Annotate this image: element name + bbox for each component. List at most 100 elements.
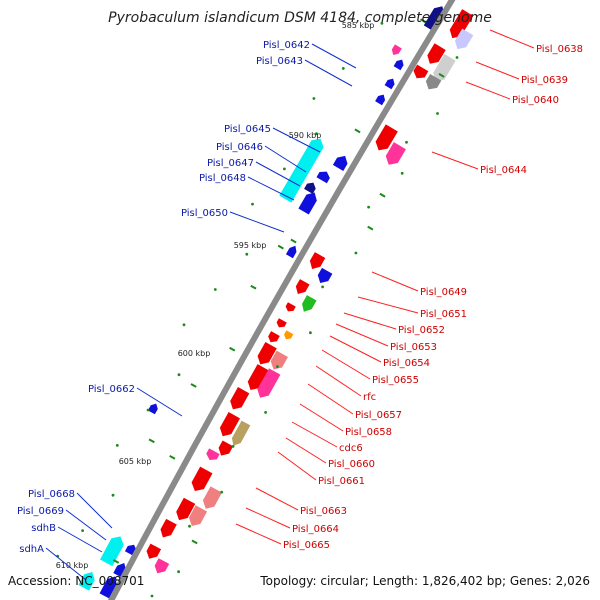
gene-label-left: Pisl_0668 (28, 489, 75, 500)
feature-dot (354, 251, 358, 255)
leader-line (277, 451, 317, 481)
gene-features (78, 6, 474, 599)
tick-label: 610 kbp (56, 561, 89, 570)
feature-dot (367, 205, 370, 209)
tick-mark (169, 454, 176, 460)
gene-pisl-0662 (147, 403, 158, 415)
gene-sdha-cyan (78, 571, 95, 591)
tick-label: 595 kbp (234, 241, 267, 250)
feature-dot (455, 56, 459, 59)
scale-ticks: 585 kbp 590 kbp 595 kbp 600 kbp 605 kbp 610 k… (56, 18, 459, 598)
leader-line (371, 271, 419, 292)
gene-labels: Pisl_0638 Pisl_0639 Pisl_0640 Pisl_0644 Pisl… (17, 40, 583, 555)
gene-label-left: sdhB (31, 523, 56, 534)
gene-label-right: Pisl_0639 (521, 75, 568, 86)
gene-pisl-0661 (191, 466, 213, 492)
gene-label-right: Pisl_0653 (390, 342, 437, 353)
gene-pisl-0643b (375, 94, 386, 106)
feature-dash (438, 73, 445, 78)
leader-line (57, 526, 103, 553)
gene-label-left: Pisl_0646 (216, 142, 263, 153)
leader-line (235, 523, 282, 545)
gene-label-right: Pisl_0649 (420, 287, 467, 298)
gene-pisl-0646 (279, 138, 324, 203)
gene-pisl-0650 (285, 245, 297, 259)
leader-line (291, 421, 338, 448)
gene-pisl-0658b (231, 420, 251, 446)
leader-line (465, 81, 511, 100)
gene-label-right: rfc (363, 392, 376, 403)
feature-dot (341, 67, 345, 70)
leader-line (335, 323, 389, 347)
gene-label-right: Pisl_0665 (283, 540, 330, 551)
gene-label-right: Pisl_0644 (480, 165, 527, 176)
gene-pisl-0665b (154, 558, 170, 574)
tick-label: 590 kbp (289, 131, 322, 140)
gene-label-right: Pisl_0640 (512, 95, 559, 106)
gene-pisl-0647 (316, 171, 330, 184)
feature-dot (220, 490, 224, 494)
feature-dot (177, 373, 181, 377)
gene-pisl-0638-navy (423, 6, 445, 32)
gene-pisl-0651b (302, 295, 317, 312)
gene-pisl-0661b (202, 486, 222, 509)
gene-pisl-0644b (385, 142, 406, 165)
gene-rfc-b (257, 368, 281, 398)
tick-mark (420, 18, 427, 24)
gene-label-right: Pisl_0652 (398, 325, 445, 336)
gene-cdc6 (218, 440, 234, 456)
gene-pisl-0638 (449, 9, 474, 39)
gene-label-left: Pisl_0669 (17, 506, 64, 517)
feature-dash (250, 284, 257, 290)
tick-mark (112, 559, 120, 564)
gene-label-right: Pisl_0661 (318, 476, 365, 487)
leader-line (343, 312, 397, 330)
genome-backbone (107, 0, 456, 600)
feature-dot (146, 408, 150, 412)
feature-dot (321, 285, 324, 289)
gene-pisl-0664 (160, 518, 177, 538)
tick-mark (229, 346, 236, 352)
feature-dot (188, 524, 191, 528)
gene-sdha (99, 576, 117, 599)
leader-line (272, 127, 321, 153)
gene-pisl-0651a (295, 279, 310, 294)
feature-dot (245, 252, 249, 256)
feature-dash (379, 192, 386, 198)
feature-dot (251, 202, 254, 206)
leader-line (247, 176, 295, 201)
gene-pisl-0648a (304, 182, 316, 194)
feature-dash (191, 539, 198, 545)
feature-dot (309, 331, 312, 335)
gene-label-left: Pisl_0643 (256, 56, 303, 67)
gene-pisl-0663 (176, 497, 196, 521)
gene-pisl-0663b (188, 505, 208, 526)
gene-pisl-0668 (100, 536, 124, 567)
gene-pisl-0658a (219, 412, 240, 437)
tick-mark (354, 128, 361, 134)
leader-line (475, 61, 520, 80)
feature-dot (276, 365, 279, 368)
gene-label-right: Pisl_0657 (355, 410, 402, 421)
feature-dot (315, 132, 318, 136)
feature-dot (81, 529, 84, 532)
leader-line (315, 365, 362, 397)
leader-line (321, 349, 371, 380)
leader-line (357, 296, 419, 314)
leader-line (255, 487, 299, 511)
gene-pisl-0648b (298, 192, 317, 215)
feature-dot (177, 570, 181, 574)
leader-line (304, 59, 353, 87)
gene-pisl-0654 (268, 331, 280, 343)
summary-text: Topology: circular; Length: 1,826,402 bp… (259, 574, 590, 588)
gene-pisl-0655b (270, 350, 288, 370)
leader-line (136, 387, 183, 417)
feature-dash (190, 383, 197, 388)
leader-line (264, 145, 307, 173)
gene-label-left: Pisl_0662 (88, 384, 135, 395)
leader-line (245, 507, 291, 529)
gene-pisl-0665 (146, 543, 162, 559)
leader-line (311, 43, 357, 69)
gene-pisl-0639-a (427, 43, 446, 64)
